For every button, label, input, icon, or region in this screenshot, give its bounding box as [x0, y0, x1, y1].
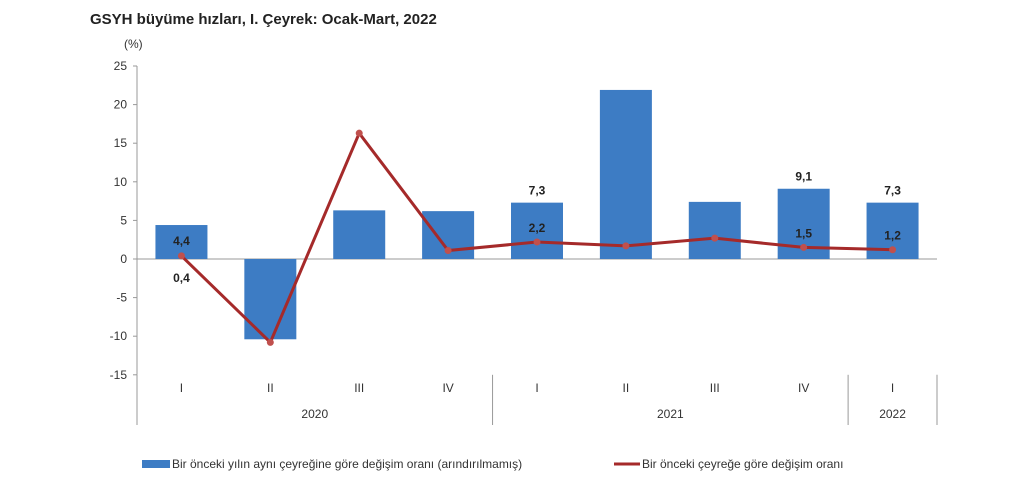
line-point — [800, 243, 808, 251]
bar — [511, 202, 563, 259]
chart-title: GSYH büyüme hızları, I. Çeyrek: Ocak-Mar… — [90, 11, 437, 28]
category-label: I — [180, 381, 183, 395]
bar — [333, 210, 386, 259]
line-point — [444, 247, 452, 255]
legend-line-label: Bir önceki çeyreğe göre değişim oranı — [642, 457, 843, 471]
category-label: III — [354, 381, 364, 395]
line-label: 2,2 — [529, 221, 546, 235]
bar-label: 9,1 — [795, 170, 812, 184]
y-tick-label: 15 — [114, 136, 128, 150]
line-point — [622, 242, 630, 250]
y-tick-label: -10 — [110, 329, 128, 343]
category-label: IV — [798, 381, 809, 395]
y-tick-label: 25 — [114, 59, 128, 73]
bar — [599, 89, 652, 259]
y-tick-label: 5 — [120, 213, 127, 227]
line-label: 0,4 — [173, 271, 190, 285]
y-tick-label: -15 — [110, 368, 128, 382]
category-label: I — [891, 381, 894, 395]
category-label: II — [267, 381, 274, 395]
line-point — [889, 246, 897, 254]
bar-label: 7,3 — [884, 184, 901, 198]
line-point — [355, 129, 363, 137]
bar-label: 4,4 — [173, 234, 190, 248]
line-label: 1,5 — [795, 226, 812, 240]
line-point — [266, 338, 274, 346]
category-label: II — [623, 381, 630, 395]
y-axis-label: (%) — [124, 37, 143, 51]
line-point — [711, 234, 719, 242]
bar-label: 7,3 — [529, 184, 546, 198]
year-label: 2021 — [657, 407, 684, 421]
y-tick-label: -5 — [116, 291, 127, 305]
y-tick-label: 10 — [114, 175, 128, 189]
line-point — [177, 252, 185, 260]
line-point — [533, 238, 541, 246]
category-label: III — [710, 381, 720, 395]
category-label: I — [535, 381, 538, 395]
legend-bar-swatch — [142, 460, 170, 468]
y-tick-label: 20 — [114, 98, 128, 112]
y-tick-label: 0 — [120, 252, 127, 266]
legend-bar-label: Bir önceki yılın aynı çeyreğine göre değ… — [172, 457, 522, 471]
bar — [688, 201, 741, 259]
category-label: IV — [442, 381, 453, 395]
year-label: 2020 — [301, 407, 328, 421]
line-label: 1,2 — [884, 229, 901, 243]
year-label: 2022 — [879, 407, 906, 421]
